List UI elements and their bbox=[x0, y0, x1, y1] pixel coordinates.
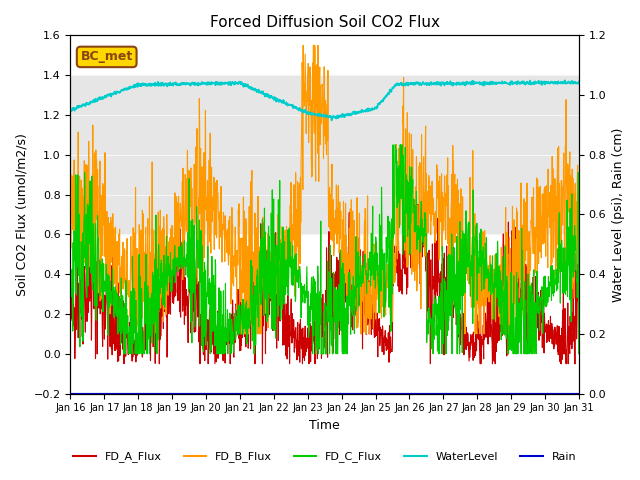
Text: BC_met: BC_met bbox=[81, 50, 133, 63]
Y-axis label: Water Level (psi), Rain (cm): Water Level (psi), Rain (cm) bbox=[612, 127, 625, 301]
Legend: FD_A_Flux, FD_B_Flux, FD_C_Flux, WaterLevel, Rain: FD_A_Flux, FD_B_Flux, FD_C_Flux, WaterLe… bbox=[69, 447, 580, 467]
Title: Forced Diffusion Soil CO2 Flux: Forced Diffusion Soil CO2 Flux bbox=[210, 15, 440, 30]
Y-axis label: Soil CO2 Flux (umol/m2/s): Soil CO2 Flux (umol/m2/s) bbox=[15, 133, 28, 296]
Bar bbox=[70, 75, 579, 234]
X-axis label: Time: Time bbox=[309, 419, 340, 432]
